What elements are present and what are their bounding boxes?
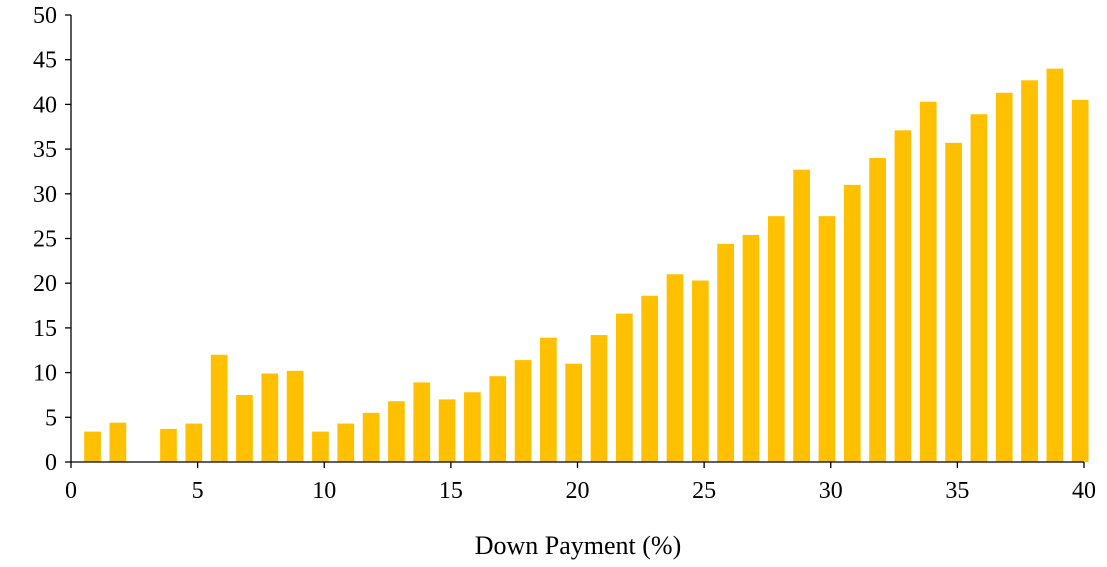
bar-10 [312, 431, 329, 462]
bar-21 [590, 335, 608, 462]
bar-23 [641, 295, 659, 462]
bar-22 [615, 313, 633, 462]
bar-16 [464, 392, 481, 462]
x-tick-label: 0 [65, 478, 77, 504]
bar-17 [489, 376, 507, 462]
y-tick-label: 10 [33, 361, 57, 387]
bar-37 [995, 92, 1013, 462]
x-tick-label: 5 [192, 478, 204, 504]
bar-30 [818, 216, 836, 462]
bar-33 [894, 130, 912, 462]
bar-35 [945, 142, 962, 462]
bar-2 [109, 422, 127, 462]
x-tick-label: 35 [945, 478, 969, 504]
bar-13 [388, 401, 405, 462]
bar-26 [717, 243, 734, 462]
bar-5 [185, 423, 203, 462]
x-axis-title: Down Payment (%) [475, 531, 682, 560]
bar-11 [337, 423, 355, 462]
x-tick-label: 40 [1072, 478, 1096, 504]
y-axis-ticks: 0 5 10 15 20 25 30 35 40 45 50 [33, 3, 71, 476]
x-tick-label: 10 [312, 478, 336, 504]
bar-27 [742, 234, 760, 462]
bar-4 [160, 428, 177, 462]
y-tick-label: 5 [45, 405, 57, 431]
bar-40 [1071, 99, 1089, 463]
bar-6 [210, 354, 228, 462]
bar-24 [666, 274, 684, 462]
bars-group [84, 68, 1089, 463]
bar-12 [362, 412, 380, 462]
y-tick-label: 50 [33, 3, 57, 29]
bar-9 [286, 370, 304, 462]
bar-39 [1046, 68, 1064, 462]
bar-34 [919, 101, 937, 462]
bar-28 [767, 216, 785, 462]
bar-15 [438, 399, 456, 462]
bar-25 [691, 280, 709, 462]
y-tick-label: 0 [45, 450, 57, 476]
bar-31 [843, 184, 861, 463]
bar-36 [970, 114, 988, 462]
x-tick-label: 20 [566, 478, 590, 504]
y-tick-label: 30 [33, 182, 57, 208]
y-tick-label: 25 [33, 227, 57, 253]
x-tick-label: 30 [819, 478, 843, 504]
x-tick-label: 25 [692, 478, 716, 504]
y-tick-label: 20 [33, 271, 57, 297]
y-tick-label: 45 [33, 48, 57, 74]
bar-19 [540, 337, 557, 462]
y-tick-label: 40 [33, 92, 57, 118]
bar-29 [793, 169, 810, 462]
bar-1 [84, 431, 101, 462]
bar-18 [514, 360, 532, 462]
y-tick-label: 35 [33, 137, 57, 163]
bar-38 [1021, 80, 1038, 462]
x-tick-label: 15 [439, 478, 463, 504]
bar-20 [565, 363, 583, 462]
bar-8 [261, 373, 279, 462]
x-axis-ticks: 0 5 10 15 20 25 30 35 40 [65, 462, 1096, 504]
y-tick-label: 15 [33, 316, 57, 342]
bar-7 [236, 394, 253, 462]
bar-32 [869, 158, 886, 463]
bar-14 [413, 382, 431, 462]
